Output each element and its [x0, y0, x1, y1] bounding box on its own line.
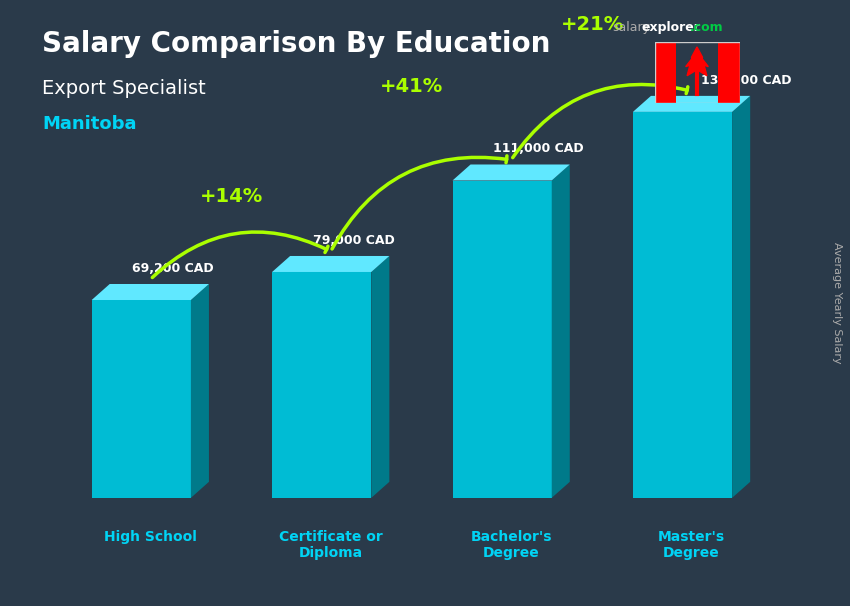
Polygon shape: [272, 256, 389, 272]
Polygon shape: [92, 284, 209, 300]
Text: High School: High School: [104, 530, 196, 544]
Polygon shape: [633, 96, 751, 112]
Text: +14%: +14%: [200, 187, 264, 207]
Text: 135,000 CAD: 135,000 CAD: [700, 74, 791, 87]
Polygon shape: [191, 284, 209, 498]
Polygon shape: [686, 47, 708, 76]
Text: explorer: explorer: [642, 21, 700, 34]
Polygon shape: [718, 42, 740, 103]
Text: Manitoba: Manitoba: [42, 115, 137, 133]
Text: Salary Comparison By Education: Salary Comparison By Education: [42, 30, 551, 58]
Text: Average Yearly Salary: Average Yearly Salary: [832, 242, 842, 364]
Polygon shape: [272, 272, 371, 498]
Text: 69,200 CAD: 69,200 CAD: [133, 262, 214, 275]
Text: +41%: +41%: [380, 77, 444, 96]
Text: Master's
Degree: Master's Degree: [658, 530, 725, 560]
Polygon shape: [552, 164, 570, 498]
Polygon shape: [452, 181, 552, 498]
Text: +21%: +21%: [561, 15, 624, 34]
Text: 79,000 CAD: 79,000 CAD: [313, 234, 394, 247]
Text: Bachelor's
Degree: Bachelor's Degree: [470, 530, 552, 560]
Text: .com: .com: [690, 21, 724, 34]
Polygon shape: [654, 42, 676, 103]
Polygon shape: [452, 164, 570, 181]
Text: 111,000 CAD: 111,000 CAD: [493, 142, 584, 155]
Text: Export Specialist: Export Specialist: [42, 79, 207, 98]
Polygon shape: [732, 96, 751, 498]
Text: Certificate or
Diploma: Certificate or Diploma: [279, 530, 382, 560]
Text: salary: salary: [612, 21, 650, 34]
Polygon shape: [633, 112, 732, 498]
Polygon shape: [92, 300, 191, 498]
Polygon shape: [371, 256, 389, 498]
